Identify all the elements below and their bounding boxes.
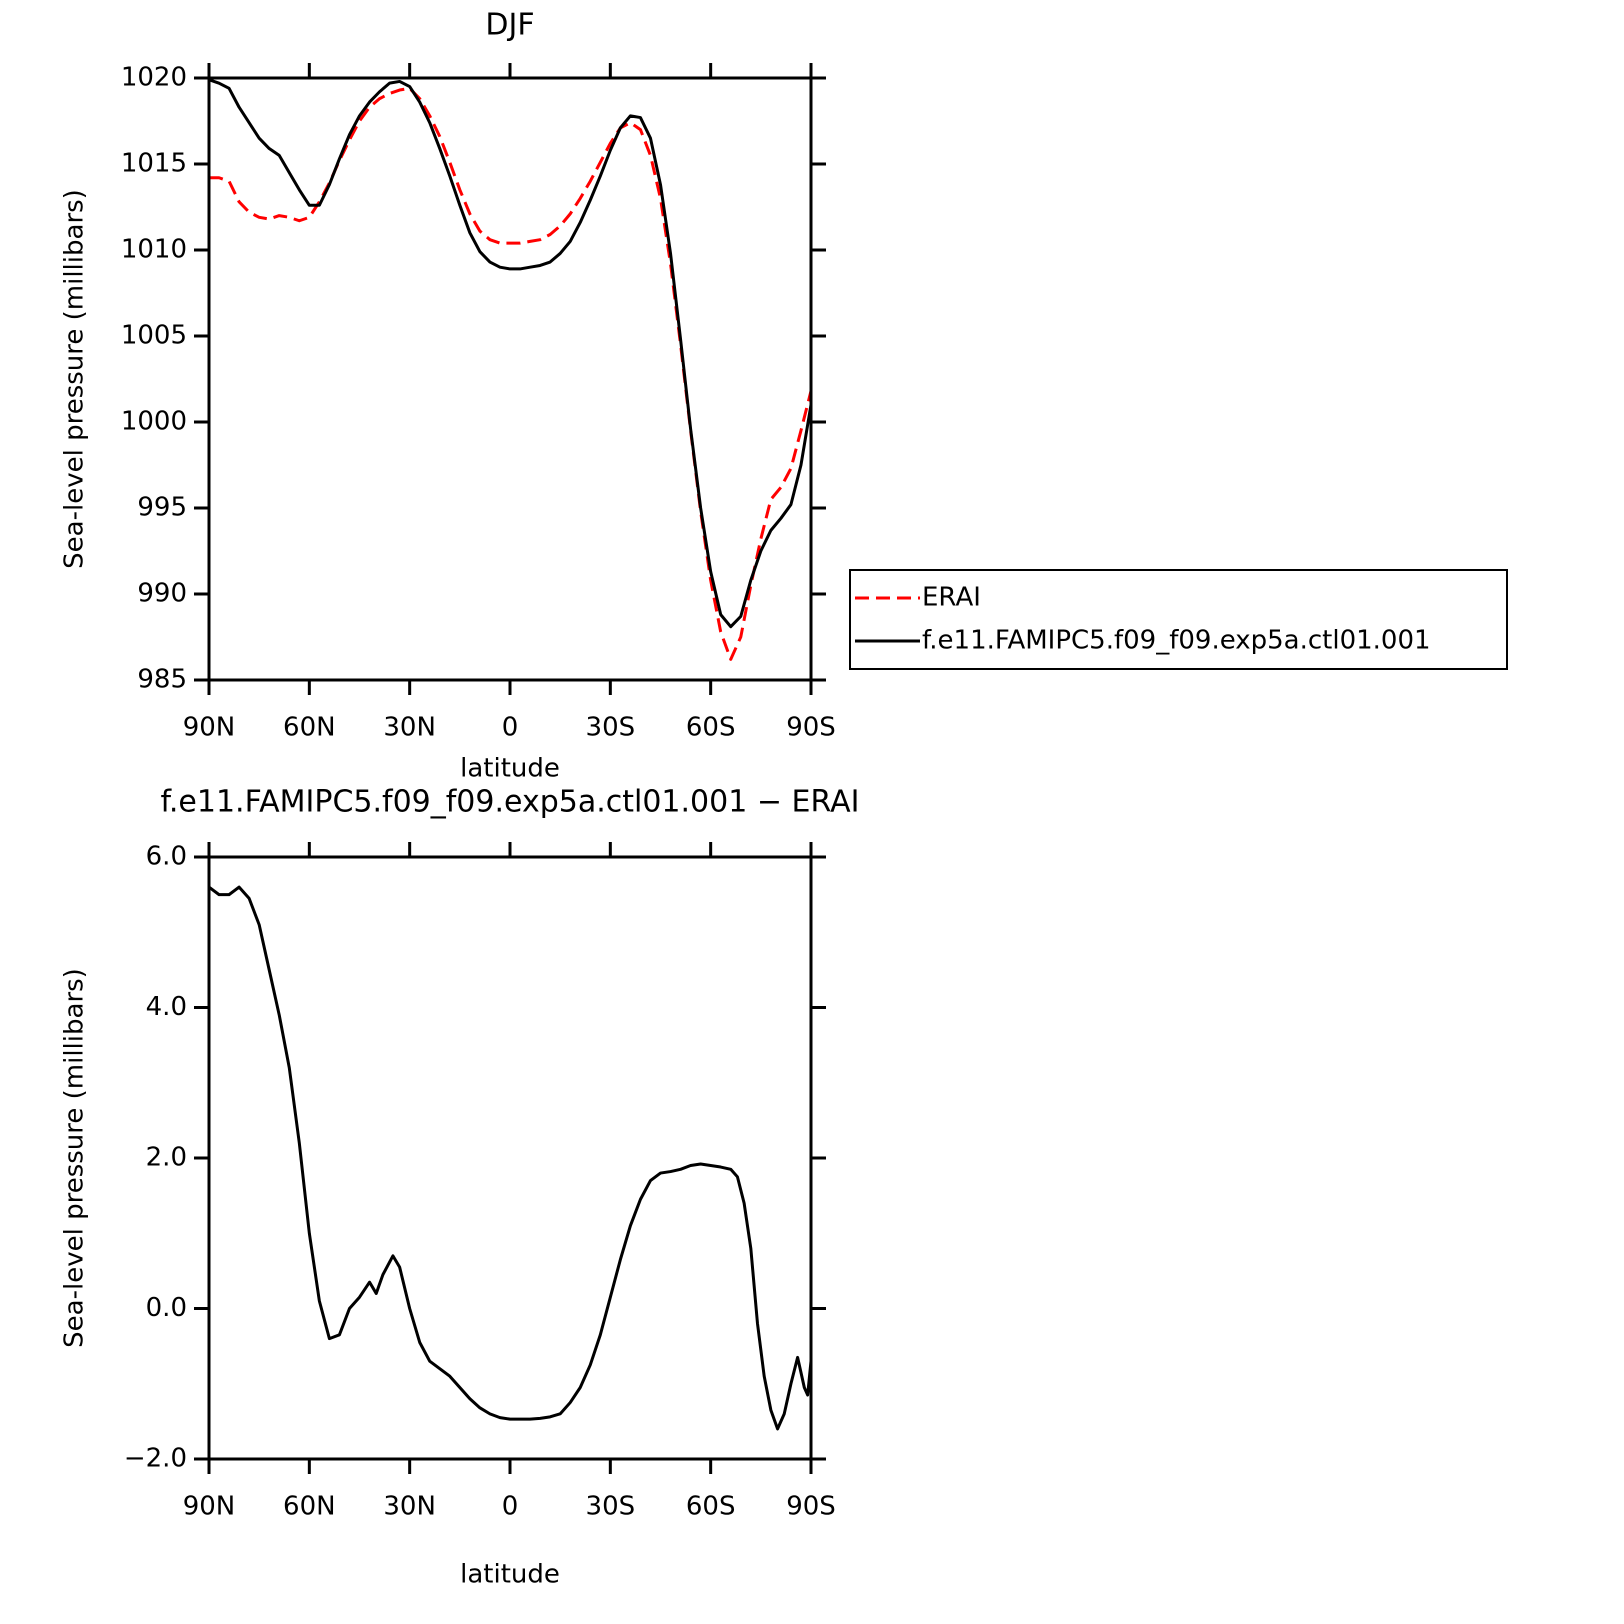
y-tick-label: 1010 (121, 235, 187, 265)
y-tick-label: 1020 (121, 63, 187, 93)
data-line (208, 78, 813, 629)
y-tick-label: 2.0 (146, 1143, 187, 1173)
x-axis-label: latitude (460, 754, 560, 784)
y-tick-label: 990 (137, 579, 187, 609)
data-line (209, 86, 813, 661)
x-tick-label: 30N (383, 1492, 436, 1522)
y-tick-label: −2.0 (124, 1444, 187, 1474)
y-tick-label: 1015 (121, 149, 187, 179)
y-tick-label: 985 (137, 665, 187, 695)
y-tick-label: 995 (137, 493, 187, 523)
legend-box (849, 569, 1508, 670)
x-tick-label: 90S (786, 713, 836, 743)
x-tick-label: 60S (686, 1492, 736, 1522)
x-axis-label: latitude (460, 1560, 560, 1590)
x-tick-label: 60N (283, 1492, 336, 1522)
y-axis-label: Sea-level pressure (millibars) (60, 189, 90, 569)
x-tick-label: 60N (283, 713, 336, 743)
y-tick-label: 1005 (121, 321, 187, 351)
x-tick-label: 30N (383, 713, 436, 743)
plot-frame (207, 855, 813, 1461)
y-axis-label: Sea-level pressure (millibars) (60, 968, 90, 1348)
legend-label: ERAI (922, 583, 981, 613)
legend: ERAI f.e11.FAMIPC5.f09_f09.exp5a.ctl01.00… (849, 569, 1508, 670)
x-tick-label: 60S (686, 713, 736, 743)
x-tick-label: 90N (183, 713, 236, 743)
x-tick-label: 30S (586, 1492, 636, 1522)
y-tick-label: 6.0 (146, 842, 187, 872)
x-tick-label: 0 (502, 1492, 519, 1522)
plot-frame (207, 76, 813, 682)
x-tick-label: 90S (786, 1492, 836, 1522)
chart-title: f.e11.FAMIPC5.f09_f09.exp5a.ctl01.001 − … (161, 785, 860, 820)
x-tick-label: 30S (586, 713, 636, 743)
x-tick-label: 90N (183, 1492, 236, 1522)
chart-title: DJF (485, 8, 534, 43)
y-tick-label: 1000 (121, 407, 187, 437)
y-tick-label: 0.0 (146, 1293, 187, 1323)
legend-label: f.e11.FAMIPC5.f09_f09.exp5a.ctl01.001 (922, 626, 1431, 656)
y-tick-label: 4.0 (146, 992, 187, 1022)
data-line (208, 885, 813, 1431)
x-tick-label: 0 (502, 713, 519, 743)
